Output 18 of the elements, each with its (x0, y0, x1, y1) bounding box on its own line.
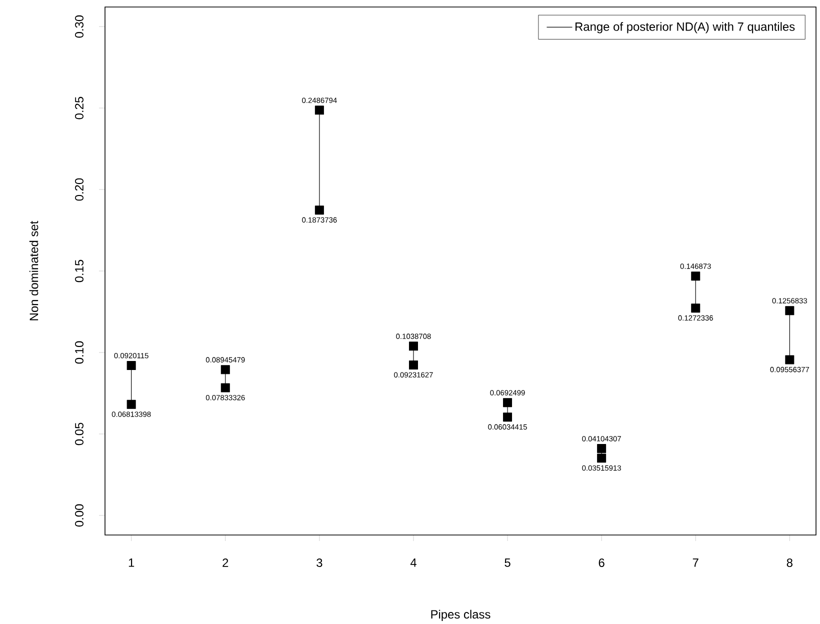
y-tick-label: 0.20 (75, 178, 84, 201)
legend-label: Range of posterior ND(A) with 7 quantiles (576, 22, 795, 34)
y-tick-label: 0.10 (75, 341, 84, 364)
y-tick-label: 0.05 (75, 422, 84, 446)
x-tick-label: 3 (316, 558, 322, 567)
y-axis-title: Non dominated set (29, 220, 38, 320)
x-tick-label: 2 (222, 558, 228, 567)
y-tick-label: 0.30 (75, 15, 84, 38)
y-tick-label: 0.00 (75, 504, 84, 527)
x-tick-label: 7 (692, 558, 698, 567)
y-tick-label: 0.15 (75, 260, 84, 282)
x-axis-title: Pipes class (431, 610, 490, 621)
x-tick-label: 5 (504, 558, 510, 567)
x-tick-label: 6 (598, 558, 604, 567)
x-tick-label: 4 (410, 558, 416, 567)
x-tick-label: 8 (786, 558, 792, 567)
x-tick-label: 1 (128, 558, 134, 567)
y-tick-label: 0.25 (75, 96, 84, 120)
